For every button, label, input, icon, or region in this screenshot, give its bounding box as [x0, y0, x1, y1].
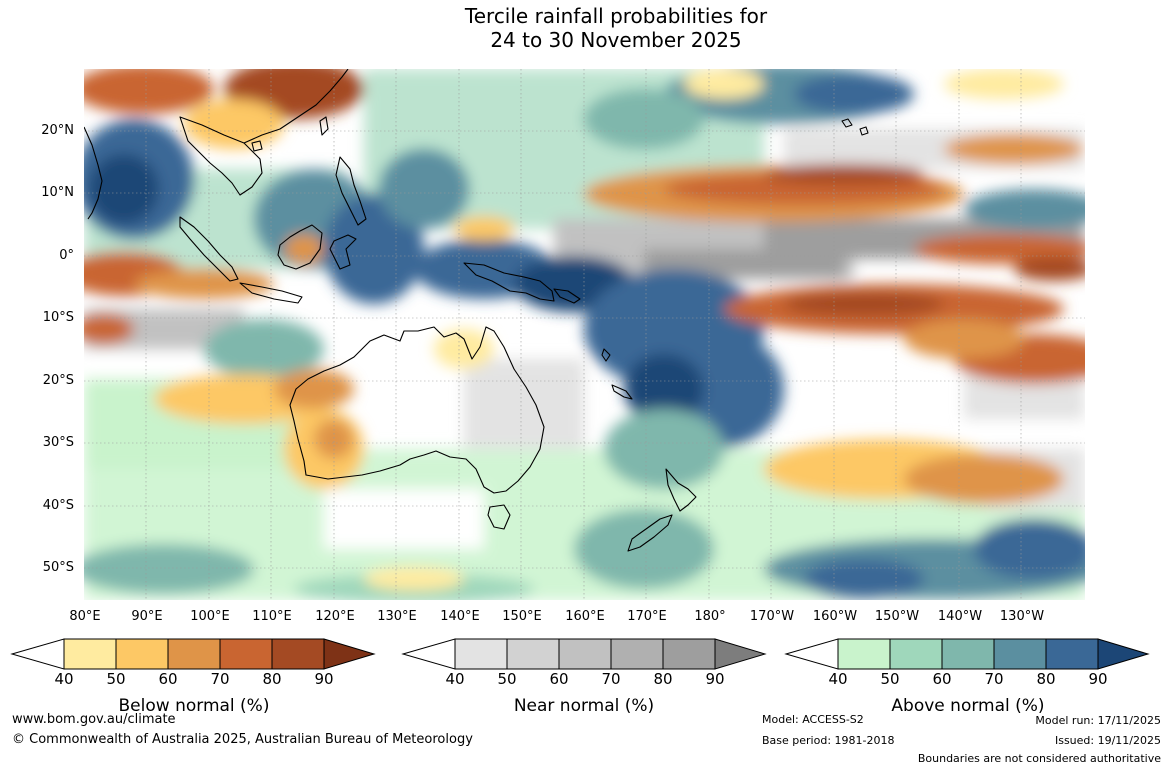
india-coastline [84, 126, 103, 220]
above-tick-90: 90 [1088, 670, 1108, 688]
hainan-coastline [251, 140, 263, 152]
near-tick-60: 60 [549, 670, 569, 688]
model-run-date: Model run: 17/11/2025 [1035, 714, 1161, 727]
hawaii-coastline [841, 118, 869, 136]
issued-date: Issued: 19/11/2025 [1054, 734, 1161, 747]
above-tick-40: 40 [828, 670, 848, 688]
map-title: Tercile rainfall probabilities for 24 to… [0, 4, 1173, 52]
coastlines [84, 69, 869, 552]
base-period: Base period: 1981-2018 [762, 734, 895, 747]
colorbar-title-below: Below normal (%) [118, 696, 270, 716]
lat-label-10s: 10°S [42, 310, 74, 325]
australia-coastline [289, 326, 545, 494]
lon-label-80e: 80°E [69, 609, 101, 624]
taiwan-coastline [319, 116, 329, 136]
lon-label-170e: 170°E [627, 609, 667, 624]
above-tick-50: 50 [880, 670, 900, 688]
solomon-islands-coastline [553, 288, 581, 304]
below-tick-60: 60 [158, 670, 178, 688]
near-tick-90: 90 [705, 670, 725, 688]
lon-label-130w: 130°W [999, 609, 1045, 624]
above-tick-80: 80 [1036, 670, 1056, 688]
near-tick-70: 70 [601, 670, 621, 688]
colorbar-above-normal [784, 638, 1150, 670]
lat-label-50s: 50°S [42, 560, 74, 575]
near-tick-80: 80 [653, 670, 673, 688]
map-title-line2: 24 to 30 November 2025 [490, 28, 742, 52]
lon-label-100e: 100°E [190, 609, 230, 624]
lat-label-20n: 20°N [41, 123, 74, 138]
website-link[interactable]: www.bom.gov.au/climate [12, 712, 176, 727]
colorbar-title-above: Above normal (%) [891, 696, 1045, 716]
lon-label-170w: 170°W [749, 609, 795, 624]
lon-label-150w: 150°W [874, 609, 920, 624]
map-gridlines [84, 69, 1085, 600]
lon-label-140w: 140°W [937, 609, 983, 624]
near-tick-50: 50 [497, 670, 517, 688]
near-tick-40: 40 [445, 670, 465, 688]
lon-label-160w: 160°W [812, 609, 858, 624]
colorbar-title-near: Near normal (%) [513, 696, 655, 716]
model-name: Model: ACCESS-S2 [762, 713, 864, 726]
above-tick-70: 70 [984, 670, 1004, 688]
lon-label-140e: 140°E [440, 609, 480, 624]
china-coastline [243, 69, 349, 144]
lon-label-150e: 150°E [502, 609, 542, 624]
colorbar-near-normal [401, 638, 767, 670]
java-coastline [239, 282, 303, 304]
lon-label-130e: 130°E [377, 609, 417, 624]
below-tick-70: 70 [210, 670, 230, 688]
philippines-coastline [335, 156, 367, 226]
lat-label-0: 0° [59, 248, 74, 263]
new-zealand-south-coastline [627, 514, 673, 552]
sulawesi-coastline [329, 234, 357, 270]
lon-label-110e: 110°E [252, 609, 292, 624]
map-title-line1: Tercile rainfall probabilities for [464, 4, 768, 28]
lat-label-20s: 20°S [42, 373, 74, 388]
lon-label-90e: 90°E [131, 609, 163, 624]
lon-label-160e: 160°E [565, 609, 605, 624]
lat-label-40s: 40°S [42, 498, 74, 513]
below-tick-90: 90 [314, 670, 334, 688]
tasmania-coastline [487, 504, 511, 530]
new-guinea-coastline [463, 262, 555, 302]
below-tick-80: 80 [262, 670, 282, 688]
boundaries-disclaimer: Boundaries are not considered authoritat… [917, 752, 1161, 765]
lat-label-30s: 30°S [42, 435, 74, 450]
indochina-coastline [179, 116, 263, 196]
copyright-text: © Commonwealth of Australia 2025, Austra… [12, 732, 473, 747]
above-tick-60: 60 [932, 670, 952, 688]
sumatra-coastline [179, 216, 239, 282]
lat-label-10n: 10°N [41, 185, 74, 200]
lon-label-180: 180° [694, 609, 726, 624]
below-tick-50: 50 [106, 670, 126, 688]
borneo-coastline [277, 224, 323, 270]
colorbar-below-normal [10, 638, 376, 670]
below-tick-40: 40 [54, 670, 74, 688]
rainfall-probability-map [84, 69, 1085, 600]
new-caledonia-coastline [611, 384, 633, 400]
probability-field [84, 69, 1085, 600]
new-zealand-north-coastline [665, 468, 697, 512]
lon-label-120e: 120°E [315, 609, 355, 624]
vanuatu-coastline [601, 348, 611, 362]
